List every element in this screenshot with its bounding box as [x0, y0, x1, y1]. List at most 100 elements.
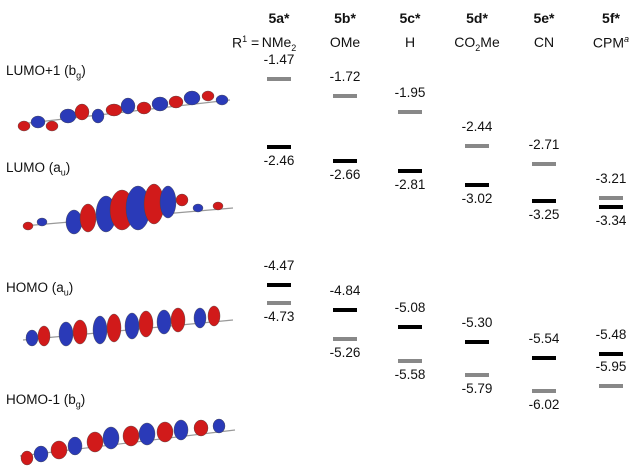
orbital-label-lumo: LUMO (au)	[6, 160, 71, 178]
orbital-lobe	[215, 94, 229, 106]
energy-level-homo	[599, 352, 623, 357]
orbital-lobe	[201, 90, 215, 102]
orbital-lobe	[122, 425, 140, 447]
orbital-sym-sub: g	[75, 399, 81, 410]
compound-id: 5d*	[466, 10, 488, 26]
energy-value-homo: -4.47	[263, 257, 295, 273]
orbital-lobe	[159, 185, 177, 219]
energy-value-lumo1: -1.95	[394, 84, 426, 100]
energy-level-homo1	[398, 358, 422, 363]
orbital-lobe	[138, 422, 156, 446]
orbital-lobe	[151, 96, 169, 112]
orbital-lobe	[156, 421, 174, 443]
orbital-lobe	[105, 103, 123, 117]
energy-level-homo	[532, 356, 556, 361]
orbital-sym-letter: a	[56, 280, 64, 295]
orbital-lobe	[170, 307, 186, 333]
orbital-sym-sub: u	[63, 287, 69, 298]
energy-level-lumo1	[267, 77, 291, 81]
orbital-lobe	[86, 431, 104, 453]
energy-level-lumo1	[465, 143, 489, 148]
compound-id: 5f*	[602, 10, 620, 26]
energy-value-homo1: -5.26	[329, 344, 361, 360]
orbital-sym-sub: u	[60, 167, 66, 178]
orbital-lobe	[212, 418, 226, 434]
energy-value-homo: -5.48	[595, 327, 627, 343]
orbital-lobe	[124, 312, 140, 340]
orbital-lobe	[175, 193, 189, 207]
orbital-image-lumo	[22, 183, 234, 235]
orbital-lobe	[183, 90, 201, 106]
orbital-image-homo-minus-1	[19, 418, 236, 466]
orbital-lobe	[92, 315, 108, 345]
orbital-label-lumo-plus-1: LUMO+1 (bg)	[6, 63, 86, 81]
energy-level-homo1	[267, 300, 291, 305]
orbital-lobe	[156, 309, 172, 335]
energy-level-lumo	[333, 158, 357, 163]
substituent-name: H	[405, 34, 415, 50]
compound-id: 5b*	[334, 10, 356, 26]
lobes	[20, 418, 226, 466]
orbital-label-homo: HOMO (au)	[6, 280, 74, 298]
substituent-main: CO	[454, 34, 476, 50]
energy-value-homo1: -6.02	[528, 397, 560, 413]
orbital-sym-letter: a	[53, 160, 61, 175]
energy-value-lumo: -2.81	[394, 176, 426, 192]
orbital-lobe	[120, 97, 136, 115]
energy-value-homo: -5.54	[528, 331, 560, 347]
orbital-lobe	[30, 115, 46, 129]
energy-level-lumo1	[333, 94, 357, 99]
orbital-lobe	[20, 450, 34, 466]
energy-value-homo1: -4.73	[263, 308, 295, 324]
energy-value-homo1: -5.95	[595, 359, 627, 375]
orbital-lobe	[193, 307, 207, 329]
lobes	[22, 183, 224, 235]
energy-level-homo1	[532, 389, 556, 394]
energy-level-lumo1	[398, 109, 422, 114]
orbital-lobe	[36, 217, 48, 227]
substituent-subscript: 2	[291, 42, 297, 53]
orbital-lobe	[67, 436, 83, 456]
energy-value-homo: -5.30	[461, 314, 493, 330]
orbital-lobe	[106, 313, 122, 343]
substituent-symbol: R	[232, 34, 243, 51]
orbital-lobe	[50, 440, 68, 460]
orbital-lobe	[22, 221, 34, 231]
energy-value-homo: -5.08	[394, 299, 426, 315]
orbital-name: HOMO	[6, 280, 48, 295]
substituent-superscript: a	[624, 34, 630, 44]
orbital-lobe	[91, 108, 105, 124]
lobes	[25, 305, 221, 347]
orbital-name: LUMO	[6, 160, 46, 175]
energy-value-lumo: -2.46	[263, 152, 295, 168]
energy-level-homo1	[599, 384, 623, 389]
orbital-lobe	[79, 203, 97, 233]
energy-level-homo	[267, 282, 291, 287]
substituent-name: CN	[534, 34, 554, 50]
equals-sign: =	[247, 34, 260, 51]
orbital-lobe	[212, 201, 224, 211]
energy-level-lumo	[465, 183, 489, 188]
energy-level-homo1	[333, 336, 357, 341]
energy-level-lumo	[532, 199, 556, 204]
substituent-main: OMe	[329, 34, 361, 50]
energy-level-lumo	[599, 205, 623, 210]
energy-value-lumo1: -2.71	[528, 137, 560, 153]
substituent-main: NMe	[261, 34, 292, 50]
orbital-lobe	[33, 445, 49, 463]
orbital-lobe	[25, 329, 39, 347]
orbital-sym-sub: g	[76, 70, 82, 81]
substituent-main: CPM	[592, 34, 625, 51]
substituent-name: CO2Me	[454, 34, 499, 53]
energy-value-homo1: -5.58	[394, 366, 426, 382]
substituent-label: R1 =	[232, 34, 259, 51]
compound-id: 5a*	[268, 10, 290, 26]
orbital-lobe	[37, 325, 51, 347]
energy-level-lumo1	[599, 196, 623, 201]
substituent-tail: Me	[480, 34, 500, 50]
energy-value-lumo: -3.34	[595, 213, 627, 229]
orbital-lobe	[17, 120, 31, 132]
energy-value-homo: -4.84	[329, 283, 361, 299]
orbital-name: LUMO+1	[6, 63, 61, 78]
orbital-lobe	[136, 101, 152, 115]
